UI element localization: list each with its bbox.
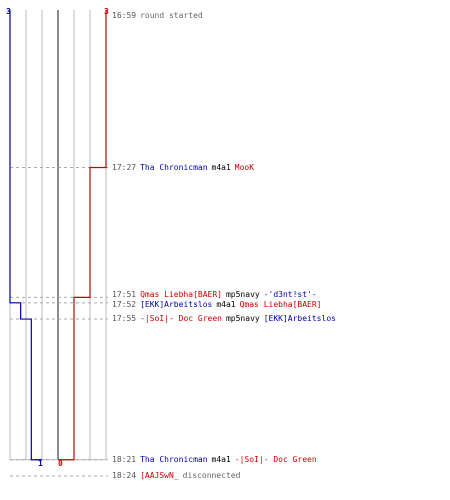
blue-start-count: 3 (6, 7, 11, 16)
event-text: Qmas Liebha[BAER] (140, 290, 222, 300)
event-time: 17:55 (112, 314, 137, 324)
weapon-label: m4a1 (211, 454, 231, 464)
event-text: Tha Chronicman (140, 162, 208, 172)
event-row: 18:21 Tha Chronicman m4a1 -|SoI|- Doc Green (112, 455, 321, 465)
red-team-series (58, 10, 107, 461)
event-text: [AAJSwN_ (140, 471, 179, 480)
event-time: 18:21 (112, 454, 137, 464)
weapon-label: mp5navy (225, 314, 260, 324)
event-text: round started (140, 11, 203, 20)
blue-team-series (9, 10, 42, 461)
red-start-count: 3 (104, 7, 109, 16)
event-text: [EKK]Arbeitslos (140, 299, 213, 309)
event-row: 17:55 -|SoI|- Doc Green mp5navy [EKK]Arbeit… (112, 314, 340, 324)
event-text: Tha Chronicman (140, 454, 208, 464)
event-text: -|SoI|- Doc Green (140, 314, 222, 324)
event-text: MooK (234, 162, 255, 172)
weapon-label: m4a1 (216, 299, 236, 309)
event-row: 16:59 round started (112, 11, 207, 21)
red-end-count: 0 (58, 459, 63, 468)
blue-end-count: 1 (38, 459, 43, 468)
event-row: 18:24 [AAJSwN_ disconnected (112, 471, 244, 481)
event-text: -'d3nt!st'- (263, 290, 317, 300)
event-text: Qmas Liebha[BAER] (239, 299, 322, 309)
event-text: disconnected (182, 471, 241, 480)
event-row: 17:27 Tha Chronicman m4a1 MooK (112, 163, 258, 173)
event-time: 18:24 (112, 471, 137, 480)
event-time: 17:52 (112, 299, 137, 309)
weapon-label: mp5navy (225, 290, 260, 300)
event-time: 17:51 (112, 290, 137, 300)
event-text: [EKK]Arbeitslos (263, 314, 336, 324)
event-time: 17:27 (112, 162, 137, 172)
event-time: 16:59 (112, 11, 137, 20)
weapon-label: m4a1 (211, 162, 231, 172)
event-row: 17:52 [EKK]Arbeitslos m4a1 Qmas Liebha[BAER… (112, 300, 326, 310)
event-text: -|SoI|- Doc Green (234, 454, 317, 464)
event-row: 17:51 Qmas Liebha[BAER] mp5navy -'d3nt!st'- (112, 290, 321, 300)
